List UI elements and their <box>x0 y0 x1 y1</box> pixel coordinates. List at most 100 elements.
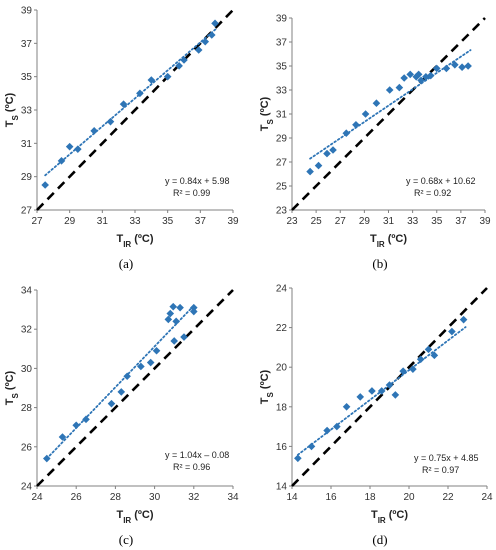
x-axis-title-sub: IR <box>123 516 131 525</box>
data-point <box>180 56 188 64</box>
data-point <box>448 327 456 336</box>
data-point <box>400 74 408 82</box>
data-point <box>458 63 466 71</box>
y-axis-title-unit: (ºC) <box>4 92 16 115</box>
y-axis-title-sub: S <box>11 114 20 120</box>
r-squared: R² = 0.92 <box>414 188 451 198</box>
y-axis-title-unit: (ºC) <box>4 370 16 393</box>
y-axis-title-main: T <box>4 120 16 127</box>
x-tick-label: 35 <box>431 216 443 227</box>
y-tick-label: 26 <box>21 442 33 453</box>
x-axis-title-sub: IR <box>377 240 385 249</box>
x-tick-label: 23 <box>286 216 298 227</box>
y-axis-title-main: T <box>259 397 271 404</box>
data-point <box>414 70 423 79</box>
chart-panel-3: 24 26 28 30 32 34 24 26 28 30 32 34 y = 1.04x – 0.08… <box>4 286 239 548</box>
data-point <box>163 72 172 81</box>
y-tick-label: 16 <box>276 442 288 453</box>
y-tick-label: 33 <box>21 106 33 117</box>
data-point <box>432 64 441 73</box>
x-tick-label: 22 <box>442 492 454 503</box>
data-point <box>136 89 144 98</box>
x-axis-title: TIR (ºC) <box>116 233 153 249</box>
y-tick-label: 35 <box>276 62 288 73</box>
data-point <box>180 333 188 341</box>
x-tick-label: 35 <box>162 216 174 227</box>
data-point <box>82 415 90 424</box>
data-point <box>416 355 425 364</box>
data-point <box>395 83 404 92</box>
r-squared: R² = 0.96 <box>173 462 210 472</box>
x-tick-label: 24 <box>31 492 43 503</box>
data-point <box>361 110 370 118</box>
data-point <box>391 391 400 399</box>
data-point <box>306 167 314 176</box>
y-tick-label: 31 <box>276 110 288 121</box>
x-tick-label: 33 <box>407 216 419 227</box>
data-point <box>323 149 331 158</box>
y-tick-label: 28 <box>21 403 33 414</box>
y-tick-label: 20 <box>276 363 288 374</box>
y-tick-label: 27 <box>276 158 288 169</box>
y-axis-title-main: T <box>4 398 16 405</box>
y-axis-title-main: T <box>259 124 271 131</box>
y-axis-title: TS (ºC) <box>259 96 275 131</box>
r-squared: R² = 0.97 <box>422 465 459 475</box>
y-tick-label: 35 <box>21 72 33 83</box>
x-axis-title-unit: (ºC) <box>131 509 154 521</box>
data-point <box>307 442 316 451</box>
y-tick-label: 22 <box>276 323 288 334</box>
x-tick-label: 37 <box>455 216 467 227</box>
data-point <box>175 62 183 70</box>
x-tick-label: 31 <box>383 216 395 227</box>
data-point <box>422 73 430 81</box>
y-tick-label: 24 <box>21 482 33 493</box>
data-point <box>194 46 203 54</box>
y-axis-title-sub: S <box>266 118 275 124</box>
data-point <box>352 121 360 129</box>
data-point <box>377 387 386 395</box>
x-axis-title-main: T <box>371 509 378 521</box>
data-point <box>190 307 198 316</box>
x-tick-label: 27 <box>31 216 43 227</box>
data-point <box>170 337 178 345</box>
panel-label: (c) <box>119 532 133 547</box>
x-tick-label: 37 <box>195 216 207 227</box>
data-point <box>442 64 451 73</box>
y-tick-label: 30 <box>21 364 33 375</box>
data-point <box>106 117 115 126</box>
data-point <box>451 61 459 69</box>
x-axis-title: TIR (ºC) <box>371 509 408 525</box>
data-point <box>72 421 80 430</box>
data-point <box>147 76 156 84</box>
chart-panel-4: 14 16 18 20 22 24 14 16 18 20 22 24 y = 0.75x + 4.85… <box>259 284 493 548</box>
data-point <box>342 129 351 137</box>
data-point <box>123 372 131 381</box>
trend-equation: y = 1.04x – 0.08 <box>165 450 229 460</box>
r-squared: R² = 0.99 <box>173 188 210 198</box>
y-axis-title: TS (ºC) <box>259 369 275 404</box>
x-tick-label: 24 <box>481 492 493 503</box>
x-tick-label: 14 <box>286 492 298 503</box>
x-axis-title-unit: (ºC) <box>131 233 154 245</box>
data-point <box>190 303 198 312</box>
x-tick-label: 31 <box>97 216 109 227</box>
x-tick-label: 39 <box>227 216 239 227</box>
data-point <box>57 157 66 165</box>
x-tick-label: 26 <box>71 492 83 503</box>
data-point <box>43 454 51 463</box>
data-point <box>65 142 74 151</box>
trend-line <box>45 304 195 460</box>
x-tick-label: 16 <box>325 492 337 503</box>
x-tick-label: 18 <box>364 492 376 503</box>
data-point <box>342 403 351 411</box>
x-axis-title-unit: (ºC) <box>386 509 409 521</box>
x-axis-title: TIR (ºC) <box>370 233 407 249</box>
data-point <box>424 345 433 354</box>
y-tick-label: 27 <box>21 206 33 217</box>
data-point <box>323 426 331 435</box>
y-tick-label: 29 <box>276 134 288 145</box>
y-axis-title-sub: S <box>266 391 275 397</box>
y-tick-label: 24 <box>276 284 288 295</box>
data-point <box>74 145 82 153</box>
